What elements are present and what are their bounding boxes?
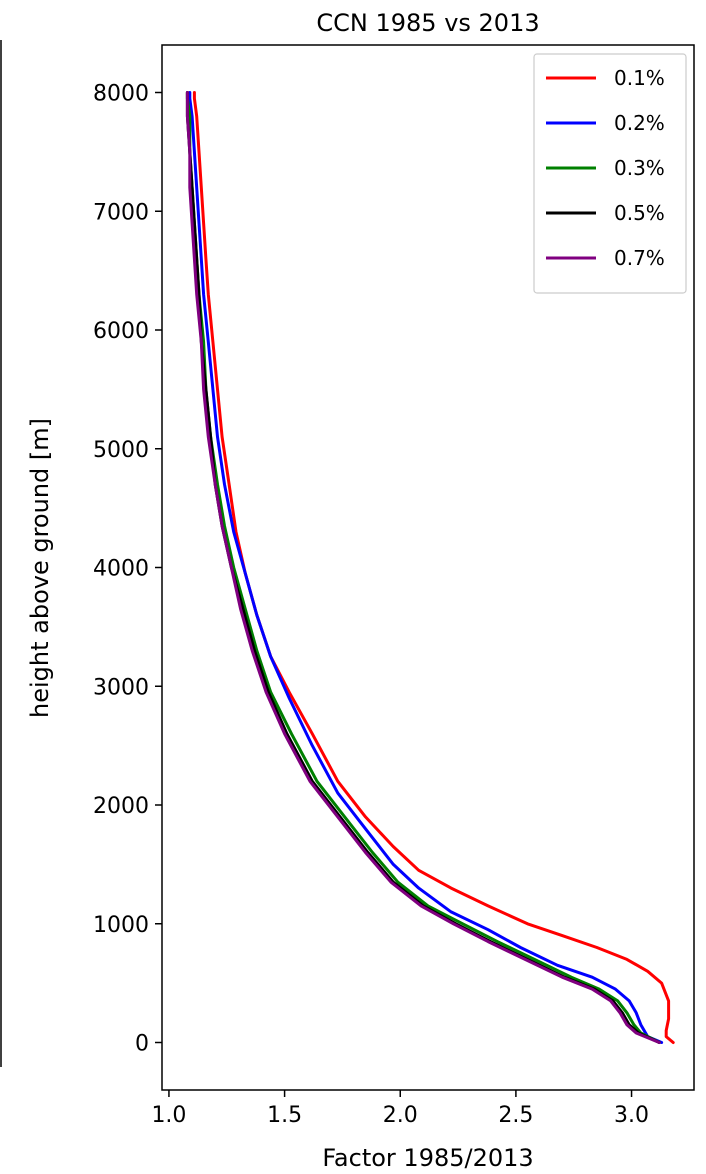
legend-label: 0.2% [614,111,665,135]
y-axis-label: height above ground [m] [26,418,54,718]
x-tick-label: 1.0 [151,1103,186,1128]
x-tick-label: 2.0 [383,1103,418,1128]
legend-box [533,53,687,294]
y-tick-label: 1000 [93,913,149,938]
legend-label: 0.1% [614,66,665,90]
x-axis-label: Factor 1985/2013 [322,1144,533,1172]
y-tick-label: 8000 [93,82,149,107]
chart-title: CCN 1985 vs 2013 [316,9,539,37]
y-axis-ticks: 0 1000 2000 3000 4000 5000 6000 7000 8000 [93,82,162,1057]
series-line-0 [192,91,675,1044]
series-line-1 [188,91,664,1044]
y-tick-label: 0 [135,1032,149,1057]
y-tick-label: 6000 [93,319,149,344]
x-tick-label: 3.0 [614,1103,649,1128]
x-tick-label: 1.5 [267,1103,302,1128]
legend-label: 0.7% [614,246,665,270]
legend-label: 0.3% [614,156,665,180]
x-tick-label: 2.5 [498,1103,533,1128]
series-layer [185,91,675,1044]
y-tick-label: 3000 [93,675,149,700]
y-tick-label: 7000 [93,200,149,225]
series-line-4 [185,91,661,1044]
y-tick-label: 4000 [93,557,149,582]
x-axis-ticks: 1.0 1.5 2.0 2.5 3.0 [151,1090,649,1128]
y-tick-label: 2000 [93,794,149,819]
legend-label: 0.5% [614,201,665,225]
legend: 0.1% 0.2% 0.3% 0.5% 0.7% [533,53,687,294]
y-tick-label: 5000 [93,438,149,463]
